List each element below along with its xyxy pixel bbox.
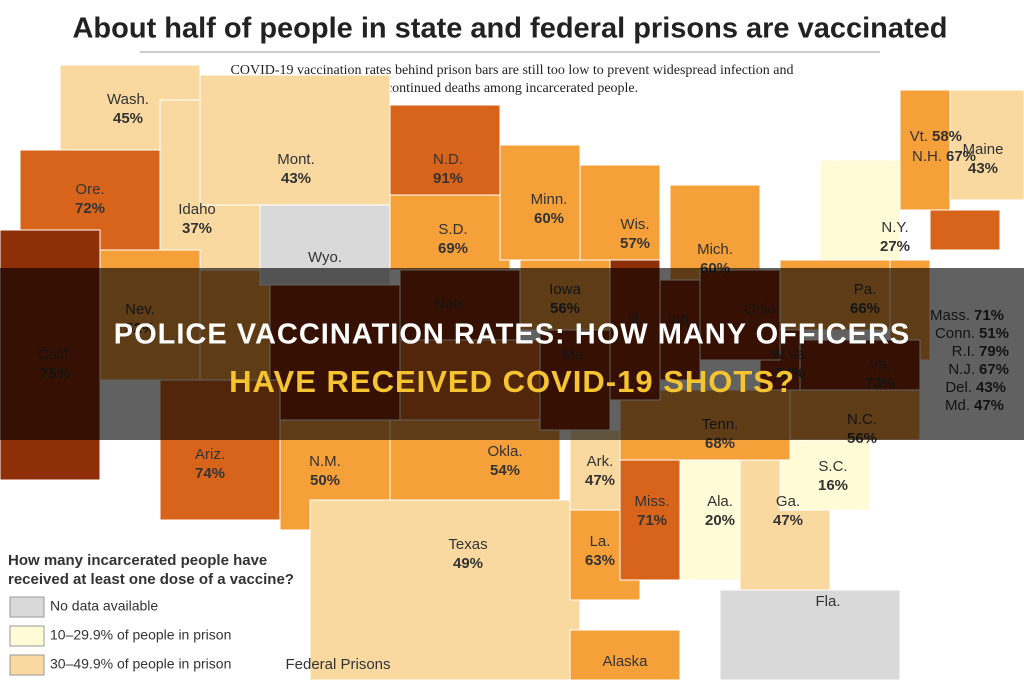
state-name: Ark. — [587, 453, 614, 470]
state-rate: 50% — [310, 472, 340, 489]
state-region — [389, 194, 511, 271]
legend-title: received at least one dose of a vaccine? — [8, 571, 294, 588]
state-rate: 60% — [534, 210, 564, 227]
state-rate: 49% — [453, 555, 483, 572]
state-name: Ala. — [707, 493, 733, 510]
state-rate: 71% — [637, 512, 667, 529]
state-name: N.H. — [912, 148, 942, 165]
legend-swatch — [9, 654, 45, 676]
state-region — [819, 159, 901, 261]
state-name: Minn. — [531, 191, 568, 208]
state-rate: 72% — [75, 200, 105, 217]
state-name: Vt. — [910, 128, 928, 145]
state-name: S.D. — [438, 221, 467, 238]
state-name: Wyo. — [308, 249, 342, 266]
federal-prisons-label: Federal Prisons — [285, 656, 390, 673]
state-name: Fla. — [815, 593, 840, 610]
state-rate: 43% — [968, 160, 998, 177]
state-rate: 74% — [195, 465, 225, 482]
state-name: Mont. — [277, 151, 315, 168]
state-region — [619, 459, 681, 581]
state-region — [569, 629, 681, 680]
state-name: La. — [590, 533, 611, 550]
state-name: S.C. — [818, 458, 847, 475]
state-name: Texas — [448, 536, 487, 553]
state-name: N.Y. — [881, 219, 908, 236]
state-rate: 54% — [490, 462, 520, 479]
legend-label: 10–29.9% of people in prison — [50, 627, 231, 643]
state-region — [199, 74, 391, 206]
state-name: Wash. — [107, 91, 149, 108]
banner-background — [0, 268, 1024, 440]
legend-background — [0, 545, 300, 680]
state-rate: 67% — [946, 148, 976, 165]
state-rate: 57% — [620, 235, 650, 252]
state-region — [929, 209, 1001, 251]
state-rate: 20% — [705, 512, 735, 529]
state-name: Alaska — [602, 653, 648, 670]
state-region — [779, 439, 871, 511]
state-name: Ga. — [776, 493, 800, 510]
state-name: Ariz. — [195, 446, 225, 463]
state-region — [389, 104, 501, 196]
legend: How many incarcerated people have receiv… — [0, 545, 300, 680]
banner: POLICE VACCINATION RATES: HOW MANY OFFIC… — [0, 268, 1024, 440]
state-rate: 47% — [773, 512, 803, 529]
title: About half of people in state and federa… — [72, 13, 947, 45]
state-rate: 43% — [281, 170, 311, 187]
state-region — [899, 89, 951, 211]
state-name: Maine — [963, 141, 1004, 158]
state-rate: 27% — [880, 238, 910, 255]
legend-label: 30–49.9% of people in prison — [50, 656, 231, 672]
state-rate: 16% — [818, 477, 848, 494]
state-name: N.M. — [309, 453, 341, 470]
state-name: Mich. — [697, 241, 733, 258]
state-name: Miss. — [635, 493, 670, 510]
subtitle: continued deaths among incarcerated peop… — [386, 81, 638, 96]
banner-line: POLICE VACCINATION RATES: HOW MANY OFFIC… — [114, 319, 910, 351]
legend-swatch — [9, 625, 45, 647]
state-region — [579, 164, 661, 266]
state-name: Okla. — [487, 443, 522, 460]
state-rate: 37% — [182, 220, 212, 237]
state-rate: 69% — [438, 240, 468, 257]
state-region — [309, 499, 581, 680]
state-rate: 58% — [932, 128, 962, 145]
state-region — [499, 144, 581, 261]
state-region — [719, 589, 901, 680]
state-rate: 63% — [585, 552, 615, 569]
state-name: Ore. — [75, 181, 104, 198]
state-name: Wis. — [620, 216, 649, 233]
legend-label: No data available — [50, 598, 158, 614]
subtitle: COVID-19 vaccination rates behind prison… — [231, 63, 794, 78]
state-name: Idaho — [178, 201, 216, 218]
state-region — [949, 89, 1024, 201]
state-rate: 45% — [113, 110, 143, 127]
state-rate: 91% — [433, 170, 463, 187]
state-rate: 47% — [585, 472, 615, 489]
state-name: N.D. — [433, 151, 463, 168]
legend-swatch — [9, 596, 45, 618]
banner-line: HAVE RECEIVED COVID-19 SHOTS? — [229, 364, 795, 399]
legend-title: How many incarcerated people have — [8, 552, 267, 569]
